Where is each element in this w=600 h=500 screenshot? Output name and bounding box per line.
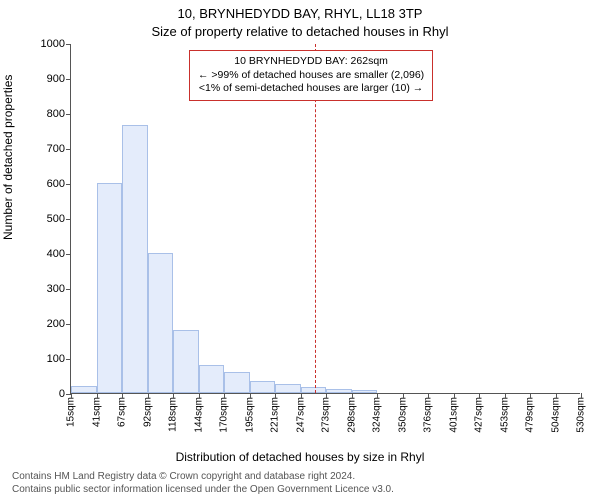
x-tick-mark <box>352 393 353 398</box>
x-tick-mark <box>428 393 429 398</box>
x-tick-label: 479sqm <box>525 393 536 433</box>
histogram-bar <box>122 125 148 393</box>
x-tick-mark <box>97 393 98 398</box>
x-tick-mark <box>326 393 327 398</box>
x-tick-mark <box>275 393 276 398</box>
x-tick-label: 298sqm <box>346 393 357 433</box>
x-tick-mark <box>581 393 582 398</box>
x-tick-mark <box>479 393 480 398</box>
y-tick-mark <box>66 149 71 150</box>
x-tick-label: 195sqm <box>244 393 255 433</box>
x-tick-label: 144sqm <box>193 393 204 433</box>
y-tick-label: 0 <box>25 388 71 400</box>
y-tick-label: 100 <box>25 353 71 365</box>
y-tick-mark <box>66 289 71 290</box>
x-tick-label: 530sqm <box>576 393 587 433</box>
x-tick-mark <box>530 393 531 398</box>
x-tick-label: 376sqm <box>423 393 434 433</box>
x-tick-mark <box>377 393 378 398</box>
x-tick-label: 453sqm <box>499 393 510 433</box>
chart-title: Size of property relative to detached ho… <box>0 24 600 39</box>
x-tick-label: 273sqm <box>321 393 332 433</box>
histogram-bar <box>301 387 327 393</box>
histogram-bar <box>173 330 199 393</box>
y-tick-mark <box>66 254 71 255</box>
histogram-bar <box>71 386 97 393</box>
y-axis-label: Number of detached properties <box>1 75 15 240</box>
y-tick-label: 700 <box>25 143 71 155</box>
x-tick-mark <box>173 393 174 398</box>
histogram-bar <box>352 390 378 393</box>
x-tick-label: 41sqm <box>91 393 102 427</box>
x-tick-label: 118sqm <box>168 393 179 432</box>
x-tick-mark <box>71 393 72 398</box>
chart-supertitle: 10, BRYNHEDYDD BAY, RHYL, LL18 3TP <box>0 6 600 21</box>
y-tick-label: 300 <box>25 283 71 295</box>
histogram-bar <box>148 253 174 393</box>
y-tick-label: 600 <box>25 178 71 190</box>
footer-attribution: Contains HM Land Registry data © Crown c… <box>12 471 394 496</box>
y-tick-label: 400 <box>25 248 71 260</box>
annotation-line-1: 10 BRYNHEDYDD BAY: 262sqm <box>198 55 424 69</box>
x-axis-label: Distribution of detached houses by size … <box>0 450 600 464</box>
y-tick-mark <box>66 114 71 115</box>
annotation-box: 10 BRYNHEDYDD BAY: 262sqm ← >99% of deta… <box>189 50 433 101</box>
histogram-bar <box>97 183 123 393</box>
x-tick-label: 324sqm <box>372 393 383 433</box>
histogram-bar <box>275 384 301 393</box>
x-tick-mark <box>148 393 149 398</box>
x-tick-label: 504sqm <box>550 393 561 433</box>
x-tick-label: 221sqm <box>270 393 281 433</box>
footer-line-2: Contains public sector information licen… <box>12 484 394 497</box>
annotation-line-2: ← >99% of detached houses are smaller (2… <box>198 69 424 83</box>
x-tick-label: 67sqm <box>117 393 128 427</box>
histogram-bar <box>326 389 352 393</box>
y-tick-mark <box>66 359 71 360</box>
y-tick-label: 200 <box>25 318 71 330</box>
x-tick-label: 170sqm <box>219 393 230 433</box>
histogram-bar <box>250 381 276 393</box>
y-tick-mark <box>66 324 71 325</box>
y-tick-mark <box>66 184 71 185</box>
plot-area: 0100200300400500600700800900100015sqm41s… <box>70 44 580 394</box>
y-tick-label: 1000 <box>25 38 71 50</box>
y-tick-mark <box>66 219 71 220</box>
y-tick-label: 800 <box>25 108 71 120</box>
x-tick-label: 427sqm <box>474 393 485 433</box>
x-tick-mark <box>122 393 123 398</box>
x-tick-mark <box>250 393 251 398</box>
x-tick-mark <box>556 393 557 398</box>
footer-line-1: Contains HM Land Registry data © Crown c… <box>12 471 394 484</box>
x-tick-label: 247sqm <box>295 393 306 433</box>
x-tick-mark <box>505 393 506 398</box>
y-tick-mark <box>66 44 71 45</box>
x-tick-mark <box>403 393 404 398</box>
histogram-bar <box>224 372 250 393</box>
x-tick-mark <box>454 393 455 398</box>
x-tick-mark <box>224 393 225 398</box>
annotation-line-3: <1% of semi-detached houses are larger (… <box>198 82 424 96</box>
x-tick-mark <box>301 393 302 398</box>
histogram-bar <box>199 365 225 393</box>
x-tick-mark <box>199 393 200 398</box>
x-tick-label: 401sqm <box>448 393 459 433</box>
x-tick-label: 350sqm <box>397 393 408 433</box>
y-tick-label: 900 <box>25 73 71 85</box>
x-tick-label: 15sqm <box>66 393 77 427</box>
y-tick-mark <box>66 79 71 80</box>
y-tick-label: 500 <box>25 213 71 225</box>
x-tick-label: 92sqm <box>142 393 153 427</box>
